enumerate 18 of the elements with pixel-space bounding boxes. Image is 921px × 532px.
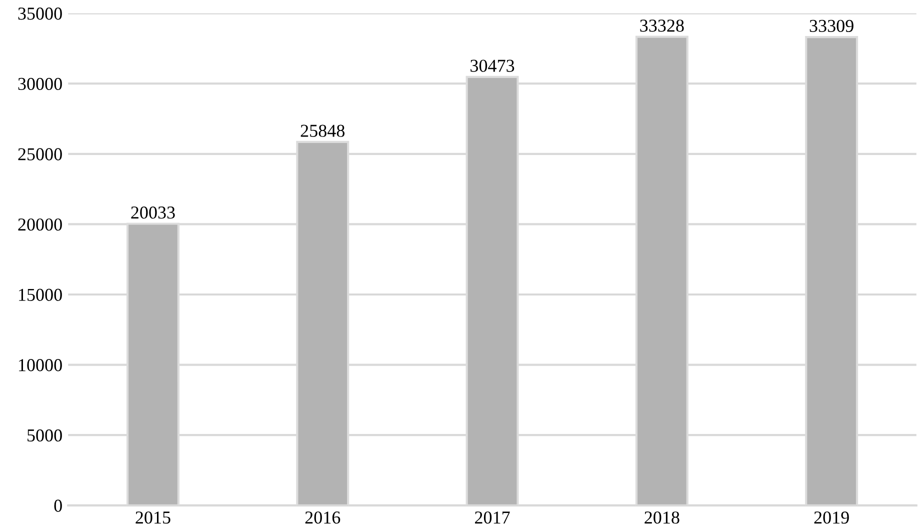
data-label: 20033 xyxy=(131,206,175,219)
y-tick-label: 25000 xyxy=(18,148,62,160)
x-tick-label: 2017 xyxy=(475,511,510,524)
data-label: 25848 xyxy=(300,124,345,137)
y-tick-label: 30000 xyxy=(18,78,62,90)
data-label: 30473 xyxy=(470,60,514,72)
data-label: 33309 xyxy=(810,20,854,32)
data-label: 33328 xyxy=(640,20,684,32)
x-tick-label: 2019 xyxy=(814,511,849,524)
y-tick-label: 0 xyxy=(54,500,62,512)
y-tick-label: 20000 xyxy=(18,218,62,231)
x-tick-label: 2018 xyxy=(644,511,680,524)
y-tick-label: 5000 xyxy=(28,429,62,442)
x-tick-label: 2015 xyxy=(136,511,170,524)
y-tick-label: 10000 xyxy=(19,359,62,372)
x-tick-label: 2016 xyxy=(305,511,340,524)
y-tick-label: 35000 xyxy=(18,8,62,20)
y-tick-label: 15000 xyxy=(19,288,62,301)
